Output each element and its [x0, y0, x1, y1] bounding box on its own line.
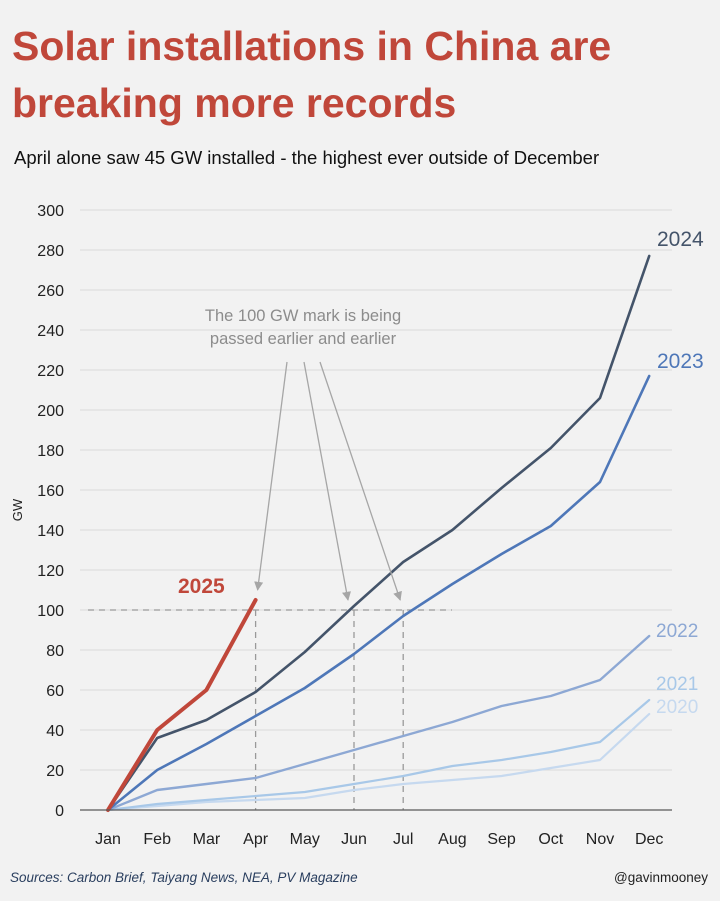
- annotation-text: The 100 GW mark is being: [205, 307, 401, 325]
- x-tick-label: Jul: [393, 831, 413, 848]
- series-label-2021: 2021: [656, 674, 698, 695]
- annotation-arrow: [303, 361, 351, 601]
- y-tick-label: 220: [37, 363, 64, 380]
- series-label-2024: 2024: [657, 228, 704, 251]
- x-tick-label: Aug: [438, 831, 466, 848]
- y-tick-label: 180: [37, 443, 64, 460]
- x-tick-label: Mar: [193, 831, 221, 848]
- y-axis-title: GW: [10, 498, 25, 521]
- series-line-2020: [106, 712, 651, 812]
- y-tick-label: 140: [37, 523, 64, 540]
- series-line-2021: [106, 698, 651, 812]
- author-handle: @gavinmooney: [613, 870, 708, 885]
- y-tick-label: 120: [37, 563, 64, 580]
- y-tick-label: 40: [46, 723, 64, 740]
- x-tick-label: Sep: [487, 831, 516, 848]
- y-tick-label: 260: [37, 283, 64, 300]
- annotation-text: passed earlier and earlier: [210, 330, 397, 348]
- series-label-2023: 2023: [657, 350, 704, 373]
- y-tick-label: 240: [37, 323, 64, 340]
- series-line-2022: [106, 634, 651, 812]
- series-label-2022: 2022: [656, 621, 698, 642]
- annotation: The 100 GW mark is being passed earlier a…: [205, 307, 402, 601]
- x-tick-label: Jan: [95, 831, 121, 848]
- x-tick-label: Nov: [586, 831, 614, 848]
- chart-title: Solar installations in China are breakin…: [12, 23, 612, 126]
- y-tick-label: 280: [37, 243, 64, 260]
- axes: 0 20 40 60 80 100 120 140 160 180 200 220 240 260 280 3…: [10, 203, 672, 848]
- x-tick-label: Dec: [635, 831, 663, 848]
- y-tick-label: 200: [37, 403, 64, 420]
- annotation-arrow: [254, 361, 288, 591]
- y-tick-label: 0: [55, 803, 64, 820]
- x-tick-label: Jun: [341, 831, 367, 848]
- y-tick-label: 80: [46, 643, 64, 660]
- series-label-2025: 2025: [178, 575, 225, 598]
- chart-subtitle: April alone saw 45 GW installed - the hi…: [14, 147, 600, 168]
- series-label-2020: 2020: [656, 697, 698, 718]
- y-tick-label: 300: [37, 203, 64, 220]
- y-tick-label: 100: [37, 603, 64, 620]
- annotation-arrow: [319, 361, 402, 601]
- series-line-2024: [106, 254, 651, 812]
- x-tick-label: May: [290, 831, 320, 848]
- sources-note: Sources: Carbon Brief, Taiyang News, NEA…: [10, 870, 358, 885]
- x-tick-label: Feb: [143, 831, 171, 848]
- y-tick-label: 160: [37, 483, 64, 500]
- series-line-2025: [106, 598, 258, 812]
- y-tick-label: 20: [46, 763, 64, 780]
- gridlines: [80, 209, 672, 771]
- series-lines: [106, 254, 651, 812]
- reference-lines: [88, 609, 452, 810]
- y-tick-label: 60: [46, 683, 64, 700]
- x-tick-label: Oct: [538, 831, 563, 848]
- series-line-2023: [106, 374, 651, 812]
- x-tick-label: Apr: [243, 831, 269, 848]
